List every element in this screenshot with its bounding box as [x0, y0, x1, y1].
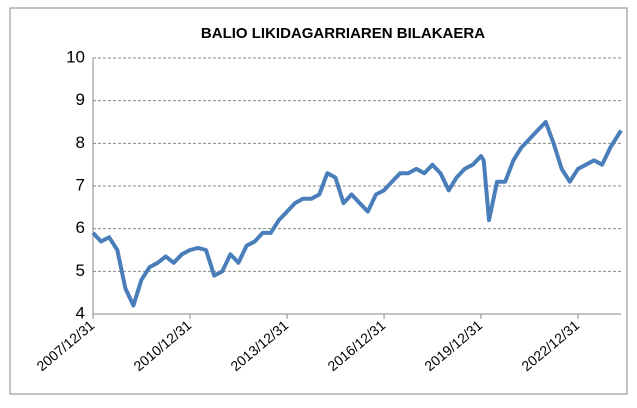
y-tick-label: 7	[76, 175, 85, 194]
y-tick-label: 5	[76, 261, 85, 280]
y-tick-label: 4	[76, 303, 85, 322]
y-tick-label: 8	[76, 133, 85, 152]
y-tick-label: 9	[76, 90, 85, 109]
chart-border	[9, 7, 628, 395]
line-series	[91, 120, 623, 308]
y-tick-label: 10	[66, 47, 85, 66]
y-tick-label: 6	[76, 218, 85, 237]
chart-title: BALIO LIKIDAGARRIAREN BILAKAERA	[201, 25, 485, 42]
